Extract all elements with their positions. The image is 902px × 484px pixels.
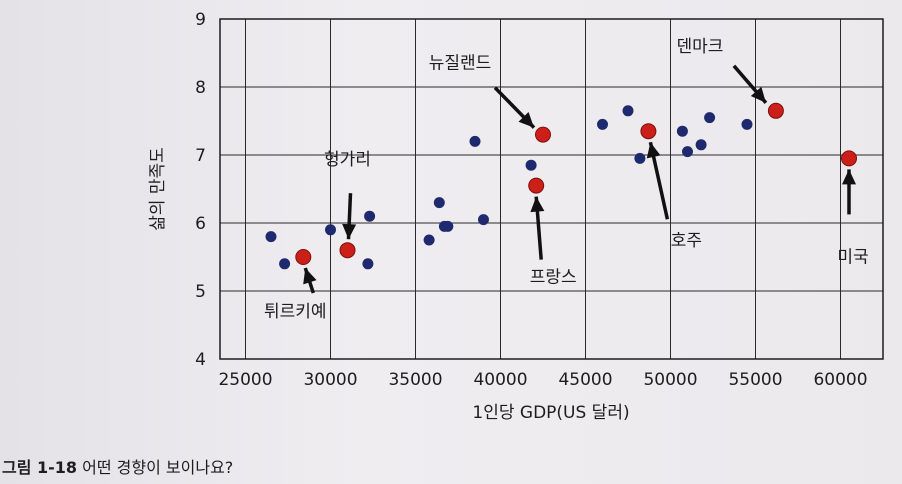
annotation-label: 헝가리 <box>324 150 371 170</box>
data-point <box>622 105 634 117</box>
annotation-arrowhead <box>646 142 661 159</box>
data-point <box>634 152 646 164</box>
data-point <box>741 118 753 130</box>
data-point <box>682 146 693 158</box>
scatter-chart: 25000 30000 35000 40000 45000 50000 55000 60000… <box>148 10 884 423</box>
data-point <box>364 210 376 222</box>
data-point <box>265 231 277 243</box>
highlighted-point <box>841 150 857 167</box>
annotation-arrows <box>303 64 856 294</box>
data-point <box>704 112 716 124</box>
axis-ticks: 25000 30000 35000 40000 45000 50000 55000 60000… <box>195 10 867 390</box>
x-tick-label: 60000 <box>813 370 867 390</box>
data-points <box>265 102 857 270</box>
x-tick-label: 25000 <box>218 370 272 390</box>
data-point <box>695 139 707 151</box>
annotation-arrowhead <box>750 86 766 103</box>
annotation-arrowhead <box>303 268 317 285</box>
x-tick-label: 30000 <box>303 370 357 390</box>
y-tick-label: 7 <box>195 146 206 166</box>
data-point <box>433 197 445 209</box>
highlighted-point <box>295 249 312 265</box>
highlighted-point <box>767 102 784 119</box>
data-point <box>442 220 454 232</box>
figure-number: 그림 1-18 <box>2 458 78 477</box>
x-axis-label: 1인당 GDP(US 달러) <box>472 403 629 423</box>
data-point <box>362 258 374 270</box>
data-point <box>279 258 291 270</box>
x-tick-label: 55000 <box>728 370 782 390</box>
annotation-arrowhead <box>518 111 534 128</box>
highlighted-point <box>640 123 657 140</box>
data-point <box>676 125 688 137</box>
highlighted-point <box>528 177 545 194</box>
data-point <box>423 234 435 246</box>
x-tick-label: 50000 <box>643 370 697 390</box>
data-point <box>597 118 608 130</box>
annotation-arrowhead <box>530 196 545 213</box>
figure-caption: 그림 1-18 어떤 경향이 보이나요? <box>2 454 233 478</box>
x-tick-label: 40000 <box>473 370 527 390</box>
y-tick-label: 5 <box>195 282 206 302</box>
y-tick-label: 9 <box>195 10 206 30</box>
annotation-label: 프랑스 <box>530 268 577 288</box>
annotation-label: 덴마크 <box>676 37 723 57</box>
data-point <box>478 214 489 226</box>
x-tick-label: 35000 <box>388 370 442 390</box>
y-axis-label: 삶의 만족도 <box>148 147 168 231</box>
y-tick-label: 8 <box>195 78 206 98</box>
highlighted-point <box>339 242 356 259</box>
annotation-label: 뉴질랜드 <box>429 54 492 74</box>
annotation-arrowhead <box>842 169 856 185</box>
annotation-label: 미국 <box>837 247 868 267</box>
figure-caption-text: 어떤 경향이 보이나요? <box>82 458 234 477</box>
y-tick-label: 6 <box>195 214 206 234</box>
data-point <box>325 224 336 236</box>
data-point <box>469 135 481 147</box>
annotation-arrowhead <box>342 223 357 240</box>
highlighted-point <box>535 126 551 143</box>
plot-frame <box>219 18 884 360</box>
data-point <box>525 159 537 171</box>
y-tick-label: 4 <box>195 350 206 370</box>
annotation-label: 호주 <box>671 231 702 251</box>
x-tick-label: 45000 <box>558 370 612 390</box>
annotation-label: 튀르키예 <box>264 302 327 322</box>
